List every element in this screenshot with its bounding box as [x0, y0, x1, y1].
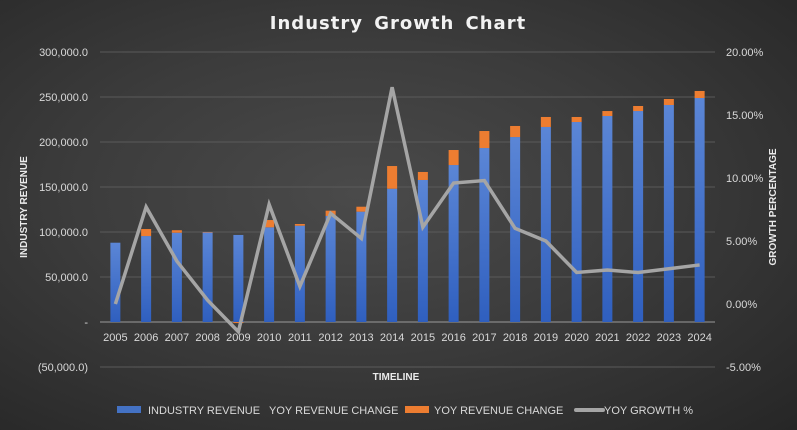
x-axis-ticks: 2005 2006 2007 2008 2009 2010 2011 2012 2013 2014… [103, 332, 712, 344]
bar-yoy-revenue-change [141, 229, 152, 237]
y2-tick-label: 5.00% [726, 236, 757, 248]
bar-yoy-revenue-change [540, 116, 551, 127]
bar-industry-revenue [448, 165, 459, 322]
y2-tick-label: 0.00% [726, 299, 757, 311]
bar-industry-revenue [141, 236, 152, 322]
line-yoy-growth [113, 86, 700, 336]
x-tick-label: 2022 [626, 332, 650, 344]
legend-label-growth: YOY GROWTH % [604, 405, 693, 417]
legend-label-change: YOY REVENUE CHANGE [434, 405, 563, 417]
x-tick-label: 2015 [411, 332, 435, 344]
x-tick-label: 2007 [165, 332, 189, 344]
bar-industry-revenue [233, 234, 244, 322]
x-tick-label: 2019 [534, 332, 558, 344]
growth-line [113, 86, 700, 336]
legend-swatch-revenue [117, 406, 141, 413]
y-tick-label: (50,000.0) [38, 362, 88, 374]
bar-industry-revenue [663, 105, 674, 322]
gridlines [100, 51, 715, 368]
bar-industry-revenue [202, 232, 213, 322]
bar-industry-revenue [694, 97, 705, 323]
y-tick-label: 150,000.0 [39, 182, 88, 194]
x-tick-label: 2014 [380, 332, 404, 344]
bar-industry-revenue [356, 211, 367, 322]
y-tick-label: - [84, 317, 88, 329]
y-axis-title: INDUSTRY REVENUE [19, 156, 30, 258]
legend-swatch-change [405, 406, 429, 413]
x-tick-label: 2024 [687, 332, 711, 344]
bar-industry-revenue [171, 232, 182, 322]
bar-yoy-revenue-change [233, 322, 244, 324]
y2-tick-label: 20.00% [726, 47, 764, 59]
x-tick-label: 2021 [595, 332, 619, 344]
bar-yoy-revenue-change [694, 90, 705, 98]
y-axis-ticks: 300,000.0 250,000.0 200,000.0 150,000.0 100,… [38, 47, 88, 374]
x-tick-label: 2023 [657, 332, 681, 344]
x-tick-label: 2006 [134, 332, 158, 344]
bar-yoy-revenue-change [417, 171, 428, 180]
x-tick-label: 2020 [564, 332, 588, 344]
bar-industry-revenue [325, 215, 336, 322]
bar-industry-revenue [633, 111, 644, 322]
bar-yoy-revenue-change [602, 111, 613, 116]
y2-axis-title: GROWTH PERCENTAGE [768, 148, 779, 265]
bar-yoy-revenue-change [571, 116, 582, 123]
x-tick-label: 2018 [503, 332, 527, 344]
bar-industry-revenue [387, 188, 398, 322]
bar-yoy-revenue-change [294, 223, 305, 226]
bar-yoy-revenue-change [479, 131, 490, 149]
bar-industry-revenue [479, 148, 490, 322]
y-tick-label: 250,000.0 [39, 92, 88, 104]
legend: INDUSTRY REVENUE YOY REVENUE CHANGE YOY … [117, 405, 693, 417]
x-tick-label: 2011 [288, 332, 312, 344]
y2-axis-ticks: 20.00% 15.00% 10.00% 5.00% 0.00% -5.00% [726, 47, 764, 374]
bar-industry-revenue [571, 122, 582, 323]
x-tick-label: 2008 [195, 332, 219, 344]
x-tick-label: 2005 [103, 332, 127, 344]
bar-yoy-revenue-change [448, 150, 459, 166]
bar-yoy-revenue-change [356, 206, 367, 212]
x-tick-label: 2012 [318, 332, 342, 344]
y-tick-label: 200,000.0 [39, 137, 88, 149]
bar-yoy-revenue-change [510, 125, 521, 138]
bar-industry-revenue [110, 242, 121, 322]
legend-label-revenue: INDUSTRY REVENUE YOY REVENUE CHANGE [148, 405, 398, 417]
y2-tick-label: -5.00% [726, 362, 761, 374]
bar-yoy-revenue-change [171, 230, 182, 233]
y-tick-label: 50,000.0 [45, 272, 88, 284]
chart-title: Industry Growth Chart [270, 13, 526, 34]
bar-industry-revenue [294, 225, 305, 322]
bar-yoy-revenue-change [387, 166, 398, 189]
x-tick-label: 2013 [349, 332, 373, 344]
bar-yoy-revenue-change [633, 106, 644, 112]
bar-industry-revenue [602, 115, 613, 323]
bar-industry-revenue [264, 227, 275, 322]
bar-yoy-revenue-change [663, 98, 674, 106]
x-axis-title: TIMELINE [373, 372, 420, 383]
x-tick-label: 2010 [257, 332, 281, 344]
x-tick-label: 2017 [472, 332, 496, 344]
bar-yoy-revenue-change [264, 220, 275, 228]
x-tick-label: 2016 [441, 332, 465, 344]
y2-tick-label: 15.00% [726, 110, 764, 122]
y-tick-label: 100,000.0 [39, 227, 88, 239]
y-tick-label: 300,000.0 [39, 47, 88, 59]
bar-industry-revenue [417, 179, 428, 322]
x-tick-label: 2009 [226, 332, 250, 344]
y2-tick-label: 10.00% [726, 173, 764, 185]
bar-industry-revenue [540, 126, 551, 322]
